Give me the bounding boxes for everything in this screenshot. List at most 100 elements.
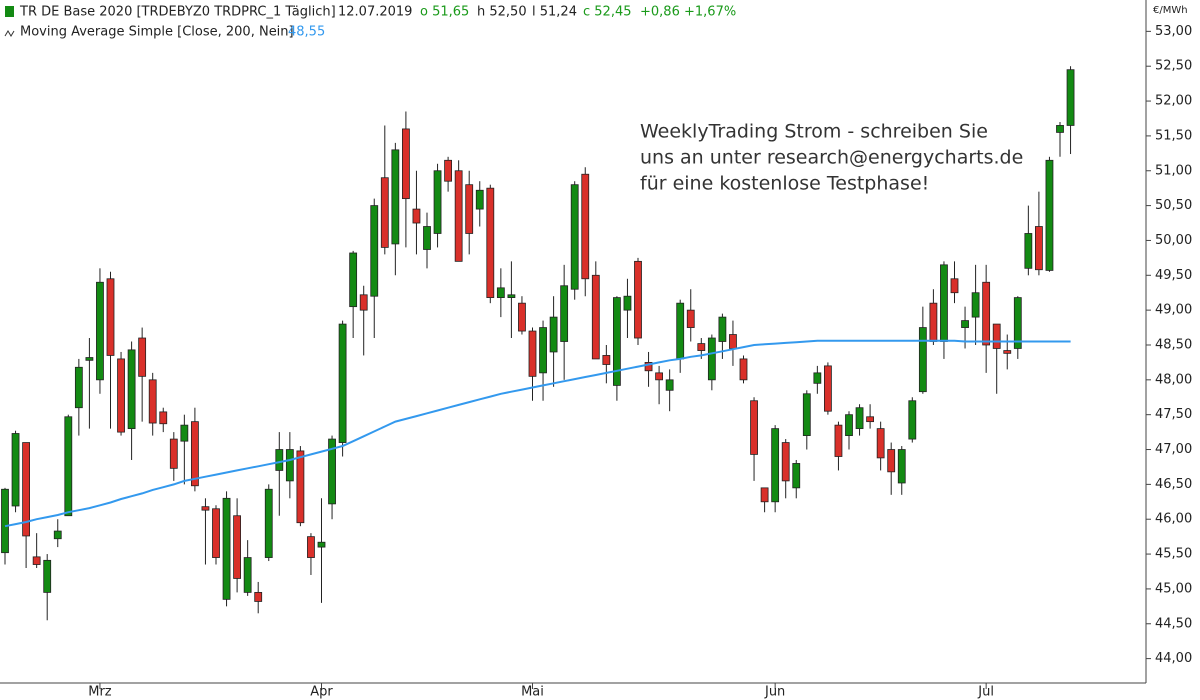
- candle-body: [444, 159, 453, 182]
- y-tick-label: 50,50: [1155, 198, 1192, 213]
- annotation: uns an unter research@energycharts.de: [640, 147, 1023, 169]
- candle-body: [127, 349, 136, 430]
- candle-body: [897, 449, 906, 484]
- y-tick-label: 46,00: [1155, 512, 1192, 527]
- candle-body: [1003, 350, 1012, 354]
- ma-name: Moving Average Simple [Close, 200, Nein]: [20, 25, 294, 40]
- annotation: WeeklyTrading Strom - schreiben Sie: [640, 121, 988, 143]
- candle-body: [876, 428, 885, 459]
- candle-body: [243, 557, 252, 593]
- candle-body: [296, 450, 305, 524]
- y-tick-label: 44,50: [1155, 616, 1192, 631]
- candle-body: [359, 294, 368, 311]
- candle-body: [613, 297, 621, 386]
- date: 12.07.2019: [338, 5, 412, 20]
- x-tick-label: Jul: [977, 685, 994, 700]
- candle-body: [454, 170, 463, 262]
- y-tick-label: 51,50: [1155, 128, 1192, 143]
- candle-body: [802, 393, 811, 436]
- candle-body: [148, 379, 157, 424]
- candle-body: [591, 274, 600, 360]
- candle-body: [190, 421, 199, 487]
- candle-body: [212, 508, 220, 558]
- ma-icon: [4, 30, 15, 37]
- y-unit: €/MWh: [1153, 5, 1188, 16]
- candle-body: [570, 184, 579, 290]
- candle-body: [1024, 233, 1033, 269]
- candle-body: [233, 515, 242, 579]
- change: +0,86: [640, 5, 680, 20]
- candle-body: [792, 463, 801, 489]
- candle-body: [1066, 69, 1075, 126]
- candle-body: [581, 173, 590, 280]
- candle-body: [22, 442, 31, 537]
- candle-body: [813, 372, 822, 384]
- candle-body: [117, 358, 125, 433]
- candle-body: [750, 400, 758, 455]
- candle-body: [697, 343, 706, 351]
- low: l 51,24: [532, 5, 577, 20]
- candle-body: [834, 424, 843, 457]
- candle-body: [412, 208, 421, 224]
- candle-body: [908, 400, 917, 440]
- candle-body: [739, 358, 748, 381]
- candle-body: [539, 327, 547, 374]
- candle-body: [1056, 125, 1064, 133]
- candle-body: [929, 302, 938, 342]
- close: c 52,45: [583, 5, 632, 20]
- candle-body: [32, 556, 41, 565]
- candle-body: [718, 316, 727, 342]
- candle-body: [423, 226, 431, 250]
- x-tick-label: Apr: [310, 685, 333, 700]
- candle-body: [338, 323, 347, 443]
- candle-body: [528, 330, 537, 377]
- candle-body: [159, 411, 168, 425]
- candle-body: [317, 541, 326, 548]
- candle-body: [623, 295, 632, 311]
- candle-body: [349, 252, 358, 308]
- symbol-icon: [5, 6, 14, 17]
- candle-body: [53, 530, 62, 540]
- candle-body: [781, 442, 790, 482]
- candle-body: [1035, 226, 1043, 271]
- candle-body: [602, 355, 611, 365]
- candle-body: [285, 449, 294, 482]
- candle-body: [465, 184, 474, 234]
- y-tick-label: 45,00: [1155, 581, 1192, 596]
- candle-body: [866, 416, 874, 423]
- y-tick-label: 48,00: [1155, 372, 1192, 387]
- candle-body: [96, 281, 104, 381]
- high: h 52,50: [477, 5, 527, 20]
- candle-body: [940, 264, 948, 342]
- candle-body: [43, 559, 52, 593]
- y-tick-label: 52,00: [1155, 94, 1192, 109]
- y-tick-label: 50,00: [1155, 233, 1192, 248]
- candle-body: [106, 278, 115, 356]
- candle-body: [370, 205, 379, 297]
- candle-body: [676, 302, 685, 360]
- y-tick-label: 44,00: [1155, 651, 1192, 666]
- candle-body: [560, 285, 569, 342]
- candle-body: [918, 327, 927, 393]
- candle-body: [729, 334, 737, 349]
- candle-body: [549, 316, 558, 353]
- candle-body: [1, 488, 9, 554]
- candle-body: [644, 362, 653, 372]
- moving-average-line: [4, 339, 1071, 528]
- candle-body: [254, 591, 263, 602]
- y-tick-label: 47,00: [1155, 442, 1192, 457]
- candle-body: [328, 438, 336, 505]
- candle-body: [655, 372, 663, 381]
- candle-body: [138, 337, 147, 377]
- candle-body: [222, 497, 231, 600]
- annotation: für eine kostenlose Testphase!: [640, 173, 929, 195]
- y-tick-label: 49,00: [1155, 303, 1192, 318]
- y-tick-label: 49,50: [1155, 268, 1192, 283]
- candle-body: [201, 506, 210, 511]
- candle-body: [707, 337, 716, 381]
- candle-body: [961, 320, 969, 328]
- open: o 51,65: [420, 5, 469, 20]
